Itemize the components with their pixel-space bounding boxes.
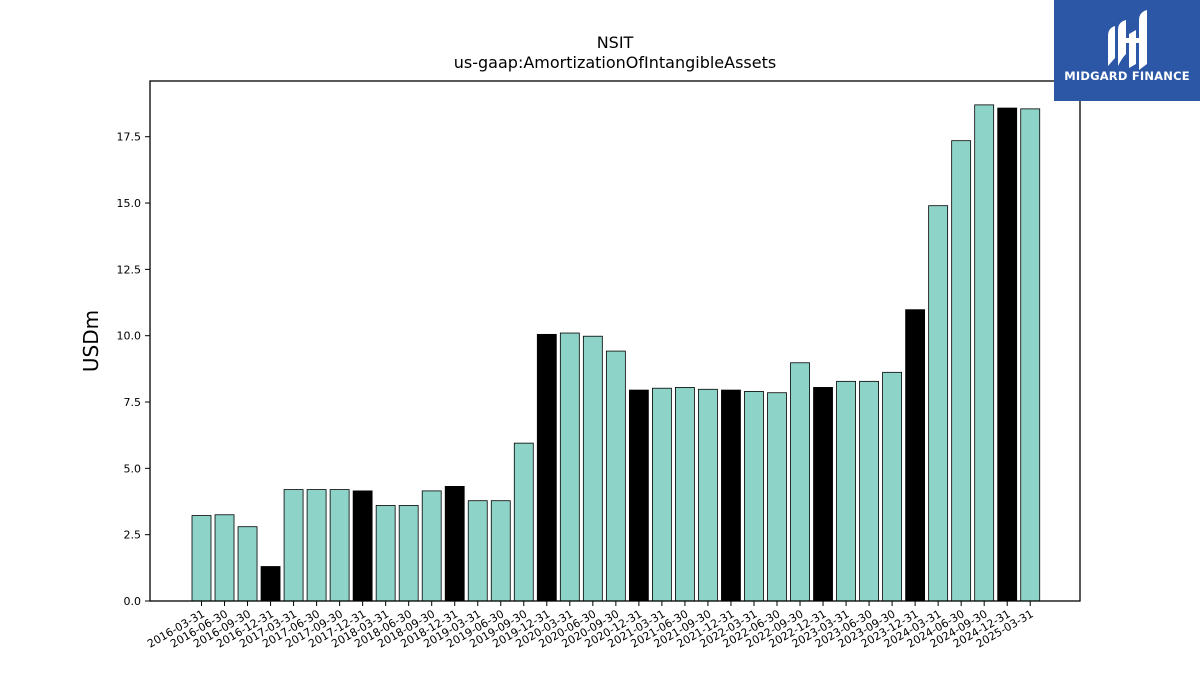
bar-2021-12-31 bbox=[721, 389, 741, 602]
bar-2019-12-31 bbox=[536, 333, 557, 602]
bar-2016-06-30 bbox=[214, 514, 235, 602]
y-tick-label: 10.0 bbox=[117, 330, 142, 343]
x-axis: 2016-03-312016-06-302016-09-302016-12-31… bbox=[145, 601, 1036, 651]
bar-2018-09-30 bbox=[421, 490, 442, 602]
bar-2019-09-30 bbox=[513, 442, 534, 602]
bar-2023-12-31 bbox=[905, 309, 926, 602]
plot-frame bbox=[149, 80, 1081, 602]
bar-2022-09-30 bbox=[790, 362, 810, 602]
y-tick-label: 15.0 bbox=[117, 197, 142, 210]
bar-2016-03-31 bbox=[191, 515, 212, 602]
bar-2019-03-31 bbox=[467, 500, 488, 602]
bar-2021-06-30 bbox=[675, 387, 695, 602]
chart-subtitle: us-gaap:AmortizationOfIntangibleAssets bbox=[454, 53, 776, 72]
midgard-finance-logo: MIDGARD FINANCE bbox=[1054, 0, 1200, 101]
bar-2016-09-30 bbox=[237, 526, 258, 602]
bar-2023-09-30 bbox=[882, 371, 902, 602]
chart-title: NSIT bbox=[597, 33, 634, 52]
bar-2022-12-31 bbox=[813, 387, 833, 602]
bar-2023-06-30 bbox=[859, 380, 879, 602]
bar-2021-09-30 bbox=[698, 388, 718, 602]
bar-2017-06-30 bbox=[306, 489, 327, 602]
midgard-logo-icon bbox=[1108, 10, 1147, 70]
bar-2019-06-30 bbox=[490, 500, 511, 602]
y-tick-label: 5.0 bbox=[124, 462, 142, 475]
bar-2024-03-31 bbox=[928, 205, 949, 602]
bar-2021-03-31 bbox=[652, 387, 672, 602]
bar-2024-09-30 bbox=[974, 104, 995, 602]
y-tick-label: 12.5 bbox=[117, 263, 142, 276]
bar-2017-12-31 bbox=[352, 490, 373, 602]
bar-2016-12-31 bbox=[260, 566, 281, 602]
bar-2022-06-30 bbox=[767, 392, 787, 602]
bar-2020-06-30 bbox=[582, 335, 603, 602]
y-tick-label: 2.5 bbox=[124, 529, 142, 542]
bar-2020-12-31 bbox=[628, 389, 649, 602]
bar-2020-09-30 bbox=[605, 350, 626, 602]
y-tick-label: 0.0 bbox=[124, 595, 142, 608]
logo-text: MIDGARD FINANCE bbox=[1064, 69, 1190, 83]
y-tick-label: 7.5 bbox=[124, 396, 142, 409]
y-axis-label: USDm bbox=[79, 310, 103, 372]
bar-2024-06-30 bbox=[951, 140, 972, 602]
y-axis: 0.0 2.5 5.0 7.5 10.0 12.5 15.0 17.5 bbox=[117, 131, 150, 608]
bar-2018-03-31 bbox=[375, 505, 396, 602]
bar-2017-09-30 bbox=[329, 489, 350, 602]
bar-2018-12-31 bbox=[444, 485, 465, 602]
bar-2020-03-31 bbox=[559, 332, 580, 602]
bar-2017-03-31 bbox=[283, 489, 304, 602]
bar-2024-12-31 bbox=[997, 107, 1018, 602]
y-tick-label: 17.5 bbox=[117, 131, 142, 144]
bar-series bbox=[191, 104, 1041, 602]
bar-2025-03-31 bbox=[1020, 108, 1041, 602]
bar-2018-06-30 bbox=[398, 505, 419, 602]
bar-2023-03-31 bbox=[836, 380, 856, 602]
bar-2022-03-31 bbox=[744, 391, 764, 602]
